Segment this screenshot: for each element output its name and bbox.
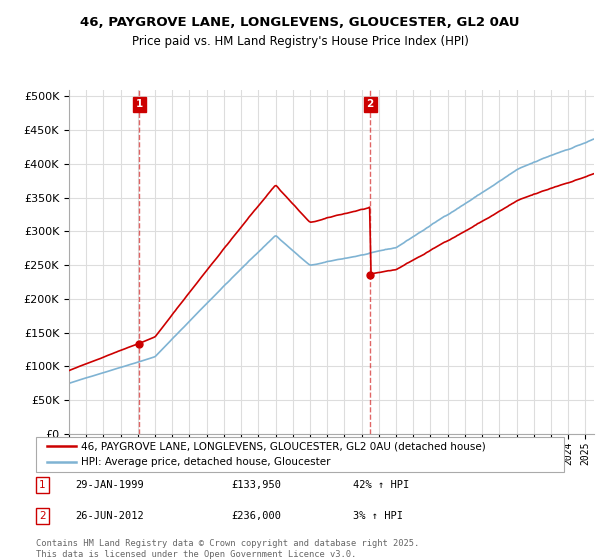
Text: 1: 1	[39, 480, 46, 490]
Text: 2: 2	[39, 511, 46, 521]
Text: 46, PAYGROVE LANE, LONGLEVENS, GLOUCESTER, GL2 0AU: 46, PAYGROVE LANE, LONGLEVENS, GLOUCESTE…	[80, 16, 520, 29]
Text: HPI: Average price, detached house, Gloucester: HPI: Average price, detached house, Glou…	[81, 457, 331, 467]
Text: 1: 1	[136, 100, 143, 109]
Text: 42% ↑ HPI: 42% ↑ HPI	[353, 480, 409, 490]
FancyBboxPatch shape	[36, 437, 564, 472]
Text: 46, PAYGROVE LANE, LONGLEVENS, GLOUCESTER, GL2 0AU (detached house): 46, PAYGROVE LANE, LONGLEVENS, GLOUCESTE…	[81, 441, 485, 451]
Text: 29-JAN-1999: 29-JAN-1999	[76, 480, 145, 490]
Text: Contains HM Land Registry data © Crown copyright and database right 2025.
This d: Contains HM Land Registry data © Crown c…	[36, 539, 419, 559]
Text: £236,000: £236,000	[232, 511, 281, 521]
Text: 26-JUN-2012: 26-JUN-2012	[76, 511, 145, 521]
Text: Price paid vs. HM Land Registry's House Price Index (HPI): Price paid vs. HM Land Registry's House …	[131, 35, 469, 48]
Text: 2: 2	[367, 100, 374, 109]
Text: £133,950: £133,950	[232, 480, 281, 490]
Text: 3% ↑ HPI: 3% ↑ HPI	[353, 511, 403, 521]
